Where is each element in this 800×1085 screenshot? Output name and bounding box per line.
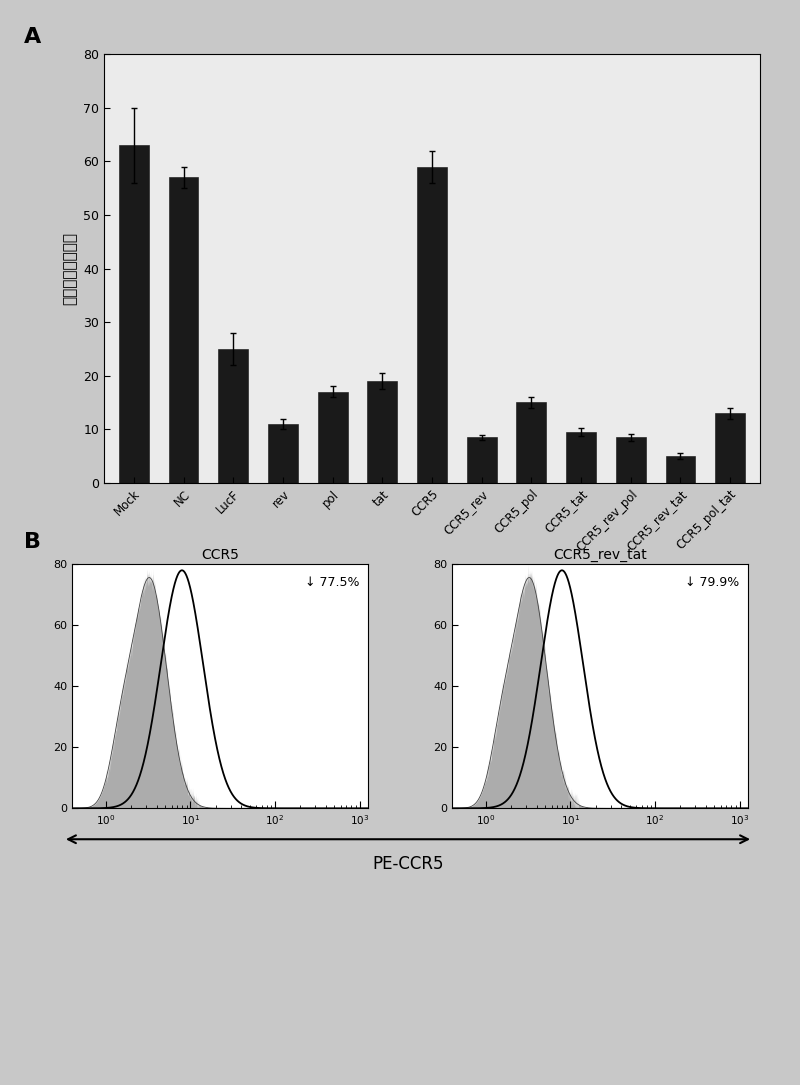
Bar [119,145,149,483]
Text: ↓ 79.9%: ↓ 79.9% [685,576,739,589]
Y-axis label: 相对荧光素酶活性: 相对荧光素酶活性 [62,232,78,305]
Bar [566,432,596,483]
Bar [218,349,248,483]
Text: ↓ 77.5%: ↓ 77.5% [305,576,359,589]
Text: B: B [24,532,41,551]
Bar [715,413,745,483]
Bar [318,392,347,483]
Bar [466,437,497,483]
Bar [616,437,646,483]
Bar [517,403,546,483]
Title: CCR5_rev_tat: CCR5_rev_tat [553,548,647,562]
Bar [367,381,398,483]
Text: A: A [24,27,42,47]
Text: PE-CCR5: PE-CCR5 [372,855,444,873]
Bar [417,167,447,483]
Title: CCR5: CCR5 [201,548,239,562]
Bar [268,424,298,483]
Bar [666,456,695,483]
Bar [169,178,198,483]
